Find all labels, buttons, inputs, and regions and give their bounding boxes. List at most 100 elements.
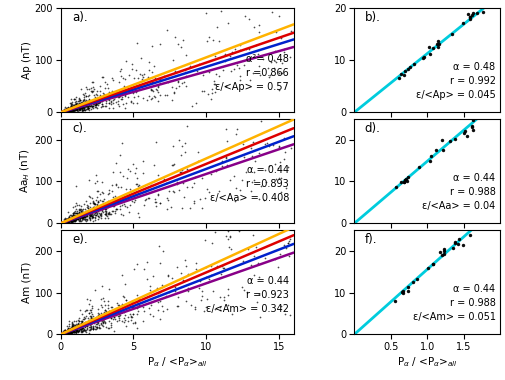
Point xyxy=(58,220,66,226)
Point xyxy=(62,219,70,225)
Point xyxy=(89,325,97,331)
Point xyxy=(135,182,143,188)
Point xyxy=(58,331,66,337)
Point xyxy=(66,106,74,112)
Point xyxy=(58,331,66,337)
Point xyxy=(65,217,73,223)
Point xyxy=(58,331,66,337)
Y-axis label: Am (nT): Am (nT) xyxy=(22,261,32,303)
Point xyxy=(69,216,77,222)
Point xyxy=(59,330,67,336)
Point xyxy=(120,83,128,89)
Point xyxy=(59,109,67,115)
Point xyxy=(70,106,78,112)
Point xyxy=(120,319,128,325)
Point xyxy=(65,216,73,222)
Point xyxy=(79,321,87,328)
Point xyxy=(67,106,75,112)
Point xyxy=(115,317,123,323)
Point xyxy=(88,302,96,309)
Point xyxy=(256,314,264,320)
Point xyxy=(89,200,97,206)
Point xyxy=(58,109,66,115)
Point xyxy=(59,331,67,337)
Point xyxy=(66,105,74,111)
Point xyxy=(86,103,94,109)
Point xyxy=(70,326,78,332)
Point xyxy=(65,215,73,222)
Point xyxy=(98,103,107,109)
Point xyxy=(75,106,83,112)
Point xyxy=(76,97,84,103)
Point xyxy=(66,328,74,334)
Point xyxy=(84,93,92,99)
Point xyxy=(69,102,77,108)
Point xyxy=(60,220,68,226)
Point xyxy=(62,218,70,224)
Point xyxy=(154,84,162,90)
Point xyxy=(61,216,69,222)
Point xyxy=(83,210,91,216)
Point xyxy=(94,199,103,205)
Point xyxy=(68,320,76,326)
Point xyxy=(154,299,162,306)
Point xyxy=(221,113,229,119)
Point xyxy=(66,326,74,332)
Point xyxy=(143,195,152,201)
Point xyxy=(84,100,92,106)
Point xyxy=(64,329,72,336)
Point xyxy=(433,41,441,47)
Point xyxy=(59,219,67,225)
Point xyxy=(73,215,81,221)
Point xyxy=(78,324,86,330)
Point xyxy=(196,196,205,202)
Point xyxy=(78,99,86,105)
Point xyxy=(93,206,102,212)
Point xyxy=(127,99,135,105)
Point xyxy=(89,209,97,215)
Point xyxy=(169,275,177,281)
Point xyxy=(187,184,195,190)
Point xyxy=(96,92,104,98)
Point xyxy=(61,220,69,226)
Point xyxy=(68,215,76,221)
Point xyxy=(68,324,76,330)
Point xyxy=(59,331,67,337)
Point xyxy=(244,246,252,252)
Point xyxy=(58,331,66,337)
Point xyxy=(57,109,65,115)
Point xyxy=(210,78,218,84)
Point xyxy=(60,108,68,114)
Point xyxy=(70,218,78,224)
Point xyxy=(59,331,67,337)
Point xyxy=(68,328,76,334)
Point xyxy=(110,328,118,334)
Point xyxy=(63,108,71,114)
Point xyxy=(218,158,226,165)
Point xyxy=(82,102,90,108)
Point xyxy=(275,176,283,182)
Point xyxy=(69,218,77,224)
Y-axis label: Ap (nT): Ap (nT) xyxy=(22,41,32,79)
Point xyxy=(73,215,81,221)
Point xyxy=(58,220,66,226)
Point xyxy=(61,329,69,336)
Point xyxy=(483,110,491,116)
Point xyxy=(76,106,84,112)
Point xyxy=(247,262,255,268)
Point xyxy=(91,172,99,178)
Point xyxy=(78,215,86,221)
Point xyxy=(86,327,94,333)
Point xyxy=(65,108,73,114)
Point xyxy=(92,315,100,321)
Point xyxy=(173,303,181,309)
Point xyxy=(72,328,80,334)
Point xyxy=(156,200,164,206)
Point xyxy=(88,206,96,212)
Point xyxy=(80,326,88,332)
Point xyxy=(130,199,138,205)
Point xyxy=(272,59,280,65)
Point xyxy=(58,220,66,226)
Point xyxy=(278,70,286,76)
Point xyxy=(74,323,82,329)
